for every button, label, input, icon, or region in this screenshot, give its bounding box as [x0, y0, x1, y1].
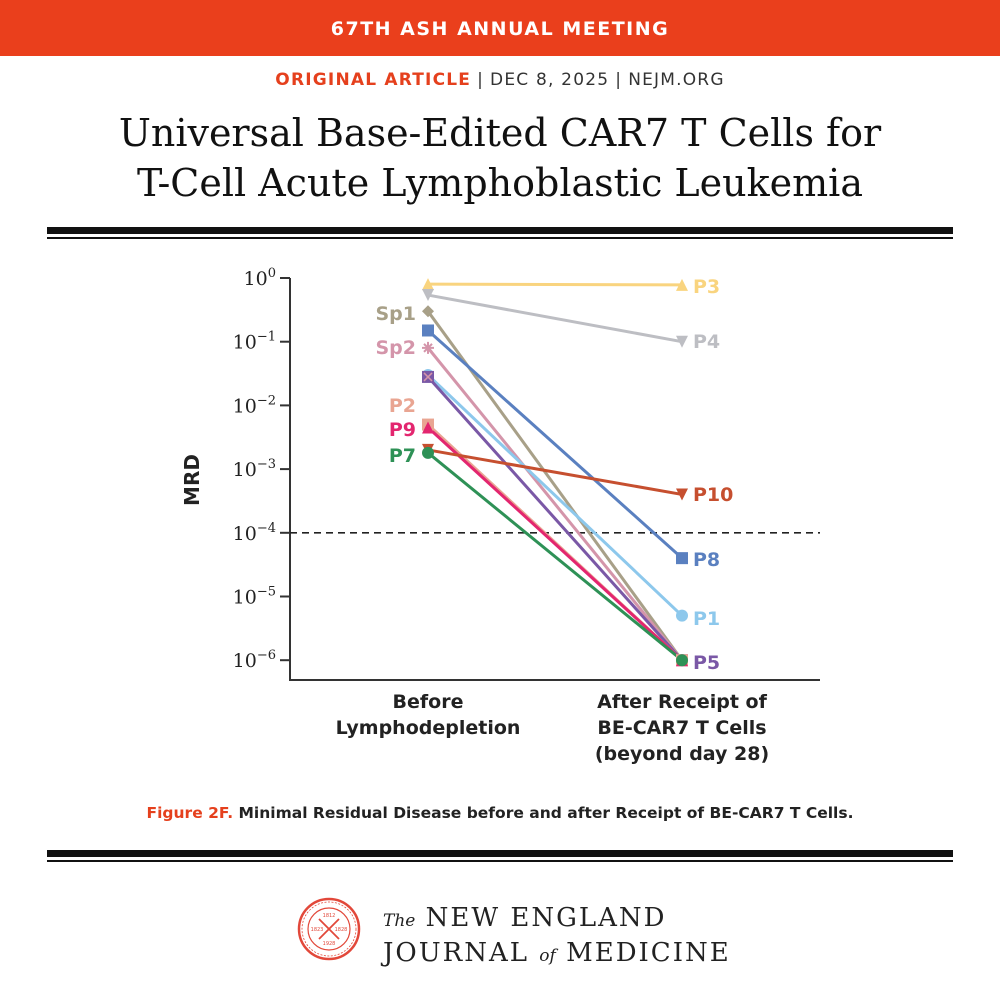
bottom-rule: [47, 850, 953, 862]
series-label-p2: P2: [389, 395, 416, 417]
series-line-p8: [426, 329, 684, 560]
y-tick-label: 10−5: [233, 585, 276, 609]
marker-before-p4: [422, 289, 434, 302]
y-tick-label: 10−3: [233, 457, 276, 481]
wordmark-journal: JOURNAL: [383, 938, 530, 968]
site-link[interactable]: NEJM.ORG: [628, 70, 725, 90]
x-category-label: Lymphodepletion: [336, 717, 521, 739]
divider: |: [615, 70, 623, 90]
series-label-p7: P7: [389, 445, 416, 467]
series-label-p1: P1: [693, 608, 720, 630]
series-line-p10: [427, 448, 683, 496]
y-axis-label: MRD: [180, 454, 204, 506]
x-category-label: After Receipt of: [597, 691, 767, 713]
wordmark-of: of: [539, 946, 556, 966]
meeting-banner: 67TH ASH ANNUAL MEETING: [0, 0, 1000, 56]
series-label-sp2: Sp2: [375, 337, 416, 359]
top-rule: [47, 227, 953, 239]
y-tick-label: 10−1: [233, 330, 276, 354]
wordmark-line-1: NEW ENGLAND: [425, 903, 667, 933]
marker-after-p3: [676, 278, 688, 291]
marker-before-p5: [422, 370, 434, 383]
article-type: ORIGINAL ARTICLE: [275, 70, 472, 90]
marker-after-p7: [676, 654, 688, 667]
series-line-p1: [426, 373, 684, 617]
marker-before-p3: [422, 278, 434, 291]
series-label-sp1: Sp1: [375, 303, 416, 325]
figure-caption: Figure 2F. Minimal Residual Disease befo…: [0, 804, 1000, 822]
figure-number: Figure 2F.: [146, 804, 234, 822]
series-label-p5: P5: [693, 652, 720, 674]
x-category-label: (beyond day 28): [595, 743, 769, 765]
divider: |: [477, 70, 485, 90]
article-date: DEC 8, 2025: [490, 70, 610, 90]
series-label-p4: P4: [693, 331, 720, 353]
series-line-p9: [426, 426, 684, 662]
caption-text: Minimal Residual Disease before and afte…: [238, 804, 854, 822]
wordmark-the: The: [383, 911, 416, 931]
series-line-p3: [427, 282, 683, 287]
y-tick-label: 100: [244, 266, 276, 290]
wordmark-medicine: MEDICINE: [566, 938, 731, 968]
series-line-p4: [427, 293, 683, 344]
marker-after-p1: [676, 609, 688, 622]
article-title: Universal Base-Edited CAR7 T Cells for T…: [0, 108, 1000, 208]
y-tick-label: 10−2: [233, 393, 276, 417]
marker-after-p8: [676, 552, 688, 565]
marker-after-p4: [676, 335, 688, 348]
x-category-label: Before: [393, 691, 464, 713]
y-tick-label: 10−6: [233, 648, 276, 672]
article-meta: ORIGINAL ARTICLE | DEC 8, 2025 | NEJM.ORG: [0, 70, 1000, 90]
series-label-p10: P10: [693, 484, 733, 506]
series-line-p5: [426, 375, 684, 662]
series-line-p7: [427, 451, 683, 662]
series-label-p8: P8: [693, 549, 720, 571]
series-line-sp2: [426, 346, 684, 662]
nejm-wordmark: The NEW ENGLAND JOURNAL of MEDICINE: [383, 902, 731, 972]
marker-after-p10: [676, 488, 688, 501]
title-line-1: Universal Base-Edited CAR7 T Cells for: [118, 111, 882, 155]
marker-before-sp1: [422, 305, 434, 318]
marker-before-p8: [422, 324, 434, 337]
series-label-p9: P9: [389, 419, 416, 441]
marker-before-sp2-stroke: [423, 343, 433, 353]
marker-before-p5-cross: [423, 372, 433, 382]
title-line-2: T-Cell Acute Lymphoblastic Leukemia: [137, 161, 863, 205]
marker-before-sp2: [422, 341, 434, 354]
series-label-p3: P3: [693, 276, 720, 298]
x-category-label: BE-CAR7 T Cells: [597, 717, 766, 739]
y-tick-label: 10−4: [233, 521, 276, 545]
marker-before-p9: [422, 421, 434, 434]
marker-before-p7: [422, 446, 434, 459]
